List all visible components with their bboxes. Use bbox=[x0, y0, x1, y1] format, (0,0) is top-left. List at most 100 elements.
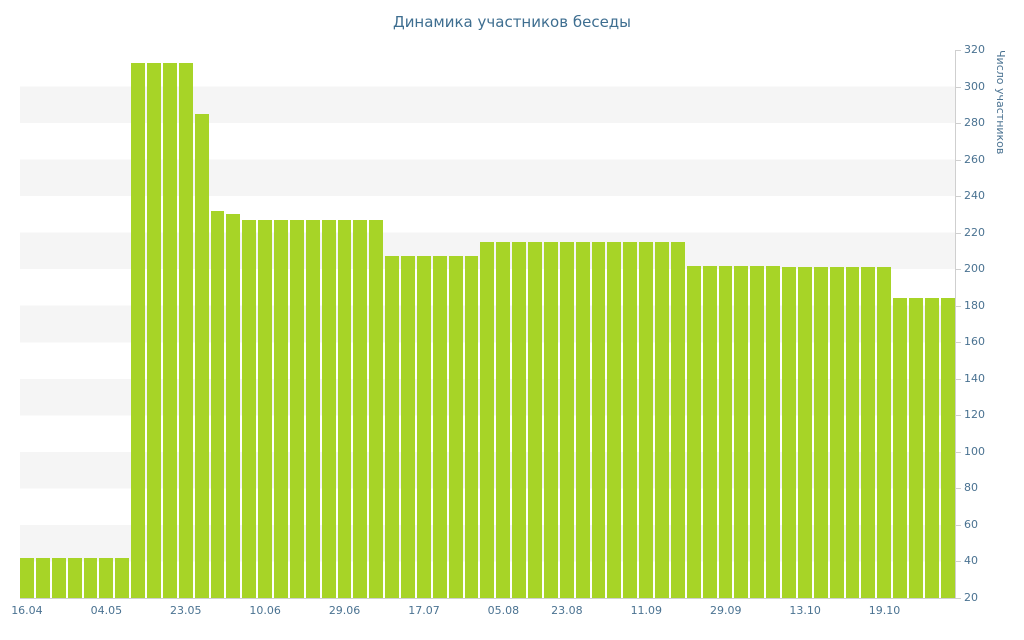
bar bbox=[115, 557, 130, 598]
y-tick-mark bbox=[956, 524, 961, 526]
bar bbox=[496, 241, 511, 598]
bar bbox=[718, 265, 733, 598]
bar bbox=[702, 265, 717, 598]
bar bbox=[337, 219, 352, 598]
bar bbox=[797, 267, 812, 598]
bar bbox=[670, 241, 685, 598]
y-tick-label: 20 bbox=[964, 591, 978, 604]
y-tick-label: 320 bbox=[964, 43, 985, 56]
bar bbox=[258, 219, 272, 598]
bar bbox=[750, 265, 765, 598]
bar bbox=[909, 298, 923, 598]
y-tick-mark bbox=[956, 305, 961, 307]
y-axis-title: Число участников bbox=[994, 50, 1007, 155]
bar bbox=[559, 241, 574, 598]
bar bbox=[639, 241, 653, 598]
bar bbox=[813, 267, 828, 598]
y-tick-mark bbox=[956, 415, 961, 417]
bar bbox=[147, 62, 161, 598]
y-tick-mark bbox=[956, 123, 961, 125]
x-tick-label: 23.08 bbox=[551, 604, 583, 617]
bar bbox=[686, 265, 701, 598]
bar bbox=[178, 62, 193, 598]
bar bbox=[877, 267, 892, 598]
bar bbox=[305, 219, 320, 598]
x-tick-label: 11.09 bbox=[630, 604, 663, 617]
bar bbox=[51, 557, 66, 598]
y-tick-label: 100 bbox=[964, 444, 985, 458]
bar bbox=[861, 267, 876, 598]
bar bbox=[480, 241, 495, 598]
y-axis-line bbox=[955, 50, 956, 599]
bar bbox=[401, 256, 415, 598]
y-tick-mark bbox=[956, 50, 961, 51]
bar bbox=[20, 557, 34, 598]
y-tick-label: 140 bbox=[964, 371, 985, 385]
x-tick-label: 10.06 bbox=[249, 604, 281, 617]
y-tick-mark bbox=[956, 598, 961, 599]
chart-title: Динамика участников беседы bbox=[392, 13, 632, 31]
y-tick-label: 40 bbox=[964, 554, 978, 568]
y-tick-mark bbox=[956, 269, 961, 271]
y-tick-mark bbox=[956, 196, 961, 198]
bar bbox=[83, 557, 98, 598]
bar bbox=[99, 557, 114, 598]
bar bbox=[655, 241, 669, 598]
x-tick-label: 05.08 bbox=[487, 604, 520, 617]
bar bbox=[162, 62, 177, 598]
x-tick-label: 19.10 bbox=[868, 604, 901, 617]
y-tick-mark bbox=[956, 342, 961, 344]
bar bbox=[766, 265, 780, 598]
bar bbox=[289, 219, 304, 598]
bar bbox=[321, 219, 336, 598]
bar bbox=[845, 267, 860, 598]
y-tick-mark bbox=[956, 451, 961, 453]
x-tick-label: 29.06 bbox=[328, 604, 361, 617]
y-tick-label: 280 bbox=[964, 116, 985, 130]
bar bbox=[448, 256, 463, 598]
x-tick-label: 04.05 bbox=[90, 604, 123, 617]
y-tick-label: 60 bbox=[964, 517, 978, 531]
bar bbox=[893, 298, 907, 598]
bar bbox=[575, 241, 590, 598]
bar bbox=[194, 113, 209, 598]
bar bbox=[131, 62, 145, 598]
x-tick-label: 23.05 bbox=[170, 604, 202, 617]
bar-series bbox=[20, 50, 955, 598]
y-tick-mark bbox=[956, 561, 961, 563]
y-tick-label: 220 bbox=[964, 225, 985, 239]
bar bbox=[782, 267, 796, 598]
x-tick-label: 16.04 bbox=[11, 604, 43, 617]
bar bbox=[607, 241, 622, 598]
y-tick-label: 120 bbox=[964, 408, 985, 422]
x-tick-label: 13.10 bbox=[789, 604, 821, 617]
bar bbox=[369, 219, 384, 598]
bar bbox=[940, 298, 955, 598]
bar bbox=[385, 256, 399, 598]
y-tick-label: 240 bbox=[964, 189, 985, 203]
bar bbox=[623, 241, 638, 598]
y-tick-label: 160 bbox=[964, 335, 985, 349]
bar bbox=[924, 298, 939, 598]
bar bbox=[528, 241, 542, 598]
bar bbox=[829, 267, 844, 598]
bar bbox=[512, 241, 526, 598]
bar bbox=[210, 210, 225, 598]
y-tick-label: 260 bbox=[964, 152, 985, 166]
bar bbox=[353, 219, 368, 598]
bar bbox=[543, 241, 558, 598]
bar bbox=[226, 214, 241, 598]
y-tick-label: 200 bbox=[964, 262, 985, 276]
y-tick-mark bbox=[956, 378, 961, 380]
bar bbox=[416, 256, 431, 598]
bar bbox=[274, 219, 288, 598]
y-tick-label: 80 bbox=[964, 481, 978, 495]
bar bbox=[242, 219, 257, 598]
y-tick-mark bbox=[956, 232, 961, 234]
y-tick-mark bbox=[956, 86, 961, 88]
bar bbox=[591, 241, 606, 598]
bar bbox=[734, 265, 749, 598]
y-tick-label: 300 bbox=[964, 79, 985, 93]
bar bbox=[464, 256, 479, 598]
